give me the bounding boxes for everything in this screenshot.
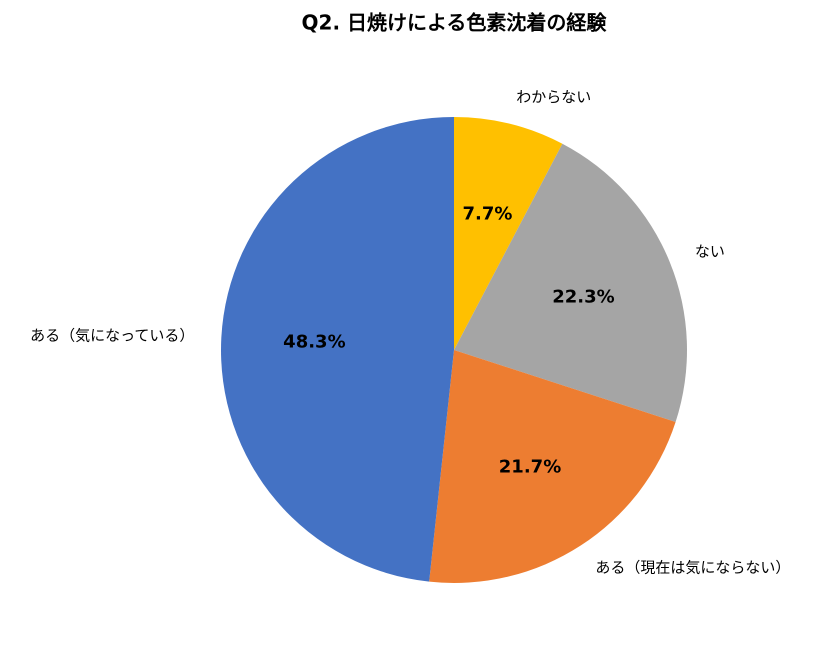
category-label: ある（現在は気にならない） — [595, 559, 790, 577]
data-label: 7.7% — [463, 203, 513, 224]
pie-slice — [454, 143, 688, 423]
data-label: 22.3% — [552, 286, 614, 307]
category-label: ある（気になっている） — [30, 327, 194, 345]
category-label: わからない — [516, 88, 591, 106]
category-label: ない — [695, 243, 725, 261]
pie-slice — [454, 117, 563, 350]
chart-title: Q2. 日焼けによる色素沈着の経験 — [302, 11, 608, 35]
pie-slice — [221, 117, 454, 582]
data-label: 48.3% — [283, 332, 345, 353]
pie-slice — [429, 350, 676, 583]
data-label: 21.7% — [499, 456, 561, 477]
